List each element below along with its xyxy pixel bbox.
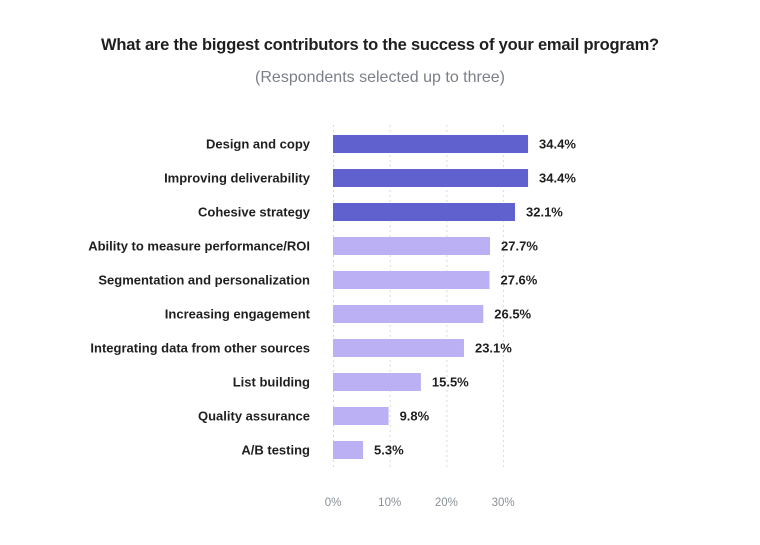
bar — [333, 169, 529, 187]
bar — [333, 271, 490, 289]
bar — [333, 373, 421, 391]
value-label: 34.4% — [539, 137, 576, 152]
category-label: A/B testing — [241, 443, 310, 458]
bar — [333, 441, 364, 459]
bar — [333, 305, 484, 323]
x-axis-ticks: 0% 10% 20% 30% — [325, 497, 515, 509]
x-tick-label: 10% — [378, 497, 401, 509]
bar — [333, 135, 529, 153]
value-label: 27.6% — [500, 273, 537, 288]
value-label: 27.7% — [501, 239, 538, 254]
value-labels: 34.4% 34.4% 32.1% 27.7% 27.6% 26.5% 23.1% 15.5%… — [374, 137, 576, 458]
category-label: Design and copy — [206, 137, 311, 152]
category-label: List building — [233, 375, 310, 390]
category-label: Improving deliverability — [164, 171, 311, 186]
value-label: 5.3% — [374, 443, 404, 458]
category-label: Ability to measure performance/ROI — [88, 239, 310, 254]
category-label: Cohesive strategy — [198, 205, 311, 220]
bars — [333, 135, 529, 459]
value-label: 32.1% — [526, 205, 563, 220]
bar — [333, 339, 464, 357]
value-label: 26.5% — [494, 307, 531, 322]
bar — [333, 203, 516, 221]
x-tick-label: 20% — [435, 497, 458, 509]
category-labels: Design and copy Improving deliverability C… — [88, 137, 311, 458]
category-label: Integrating data from other sources — [90, 341, 310, 356]
bar — [333, 407, 389, 425]
chart-title: What are the biggest contributors to the… — [101, 36, 659, 54]
x-tick-label: 30% — [492, 497, 515, 509]
category-label: Quality assurance — [198, 409, 310, 424]
category-label: Increasing engagement — [165, 307, 311, 322]
value-label: 34.4% — [539, 171, 576, 186]
value-label: 9.8% — [400, 409, 430, 424]
chart-subtitle: (Respondents selected up to three) — [255, 69, 505, 86]
value-label: 23.1% — [475, 341, 512, 356]
bar — [333, 237, 491, 255]
category-label: Segmentation and personalization — [98, 273, 310, 288]
x-tick-label: 0% — [325, 497, 342, 509]
value-label: 15.5% — [432, 375, 469, 390]
